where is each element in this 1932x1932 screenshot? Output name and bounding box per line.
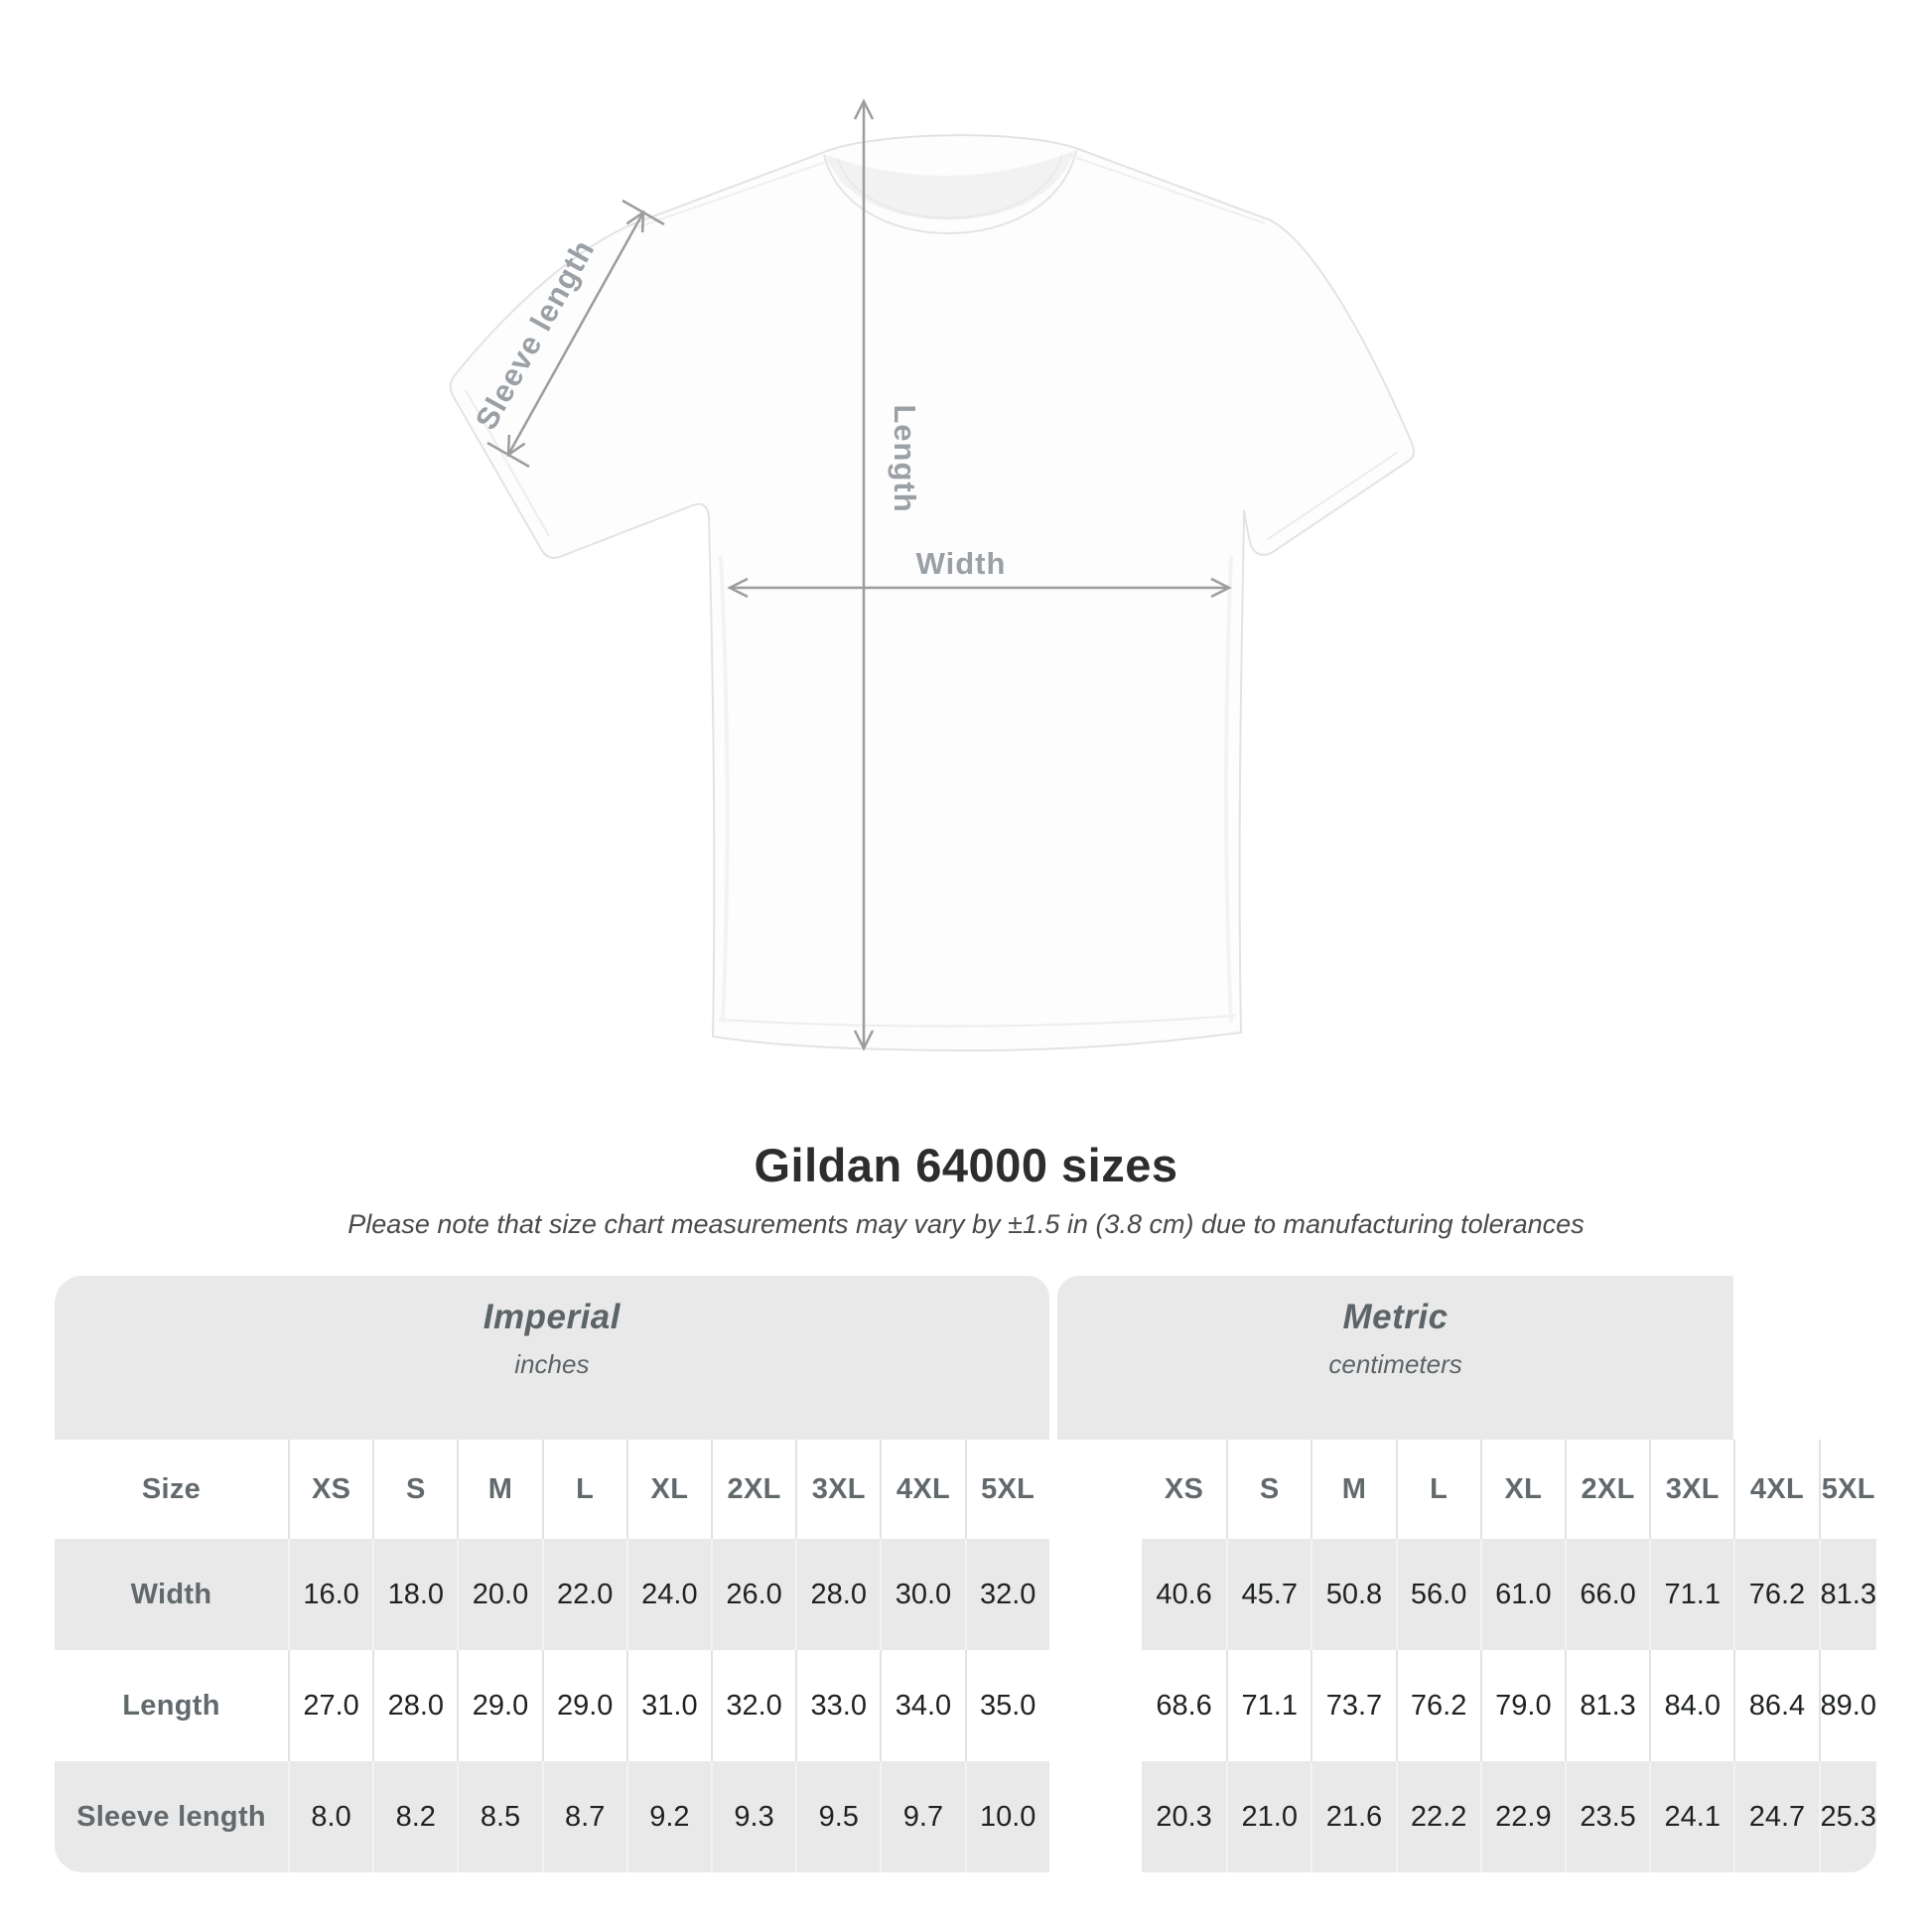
table-cell: 61.0: [1479, 1539, 1565, 1650]
col-header-metric-xl: XL: [1479, 1440, 1565, 1539]
row-label-width: Width: [55, 1539, 288, 1650]
unit-group-metric: Metric centimeters: [1056, 1276, 1734, 1440]
table-cell: 9.2: [625, 1761, 711, 1872]
page-title: Gildan 64000 sizes: [754, 1139, 1178, 1191]
table-cell: 23.5: [1564, 1761, 1650, 1872]
table-cell: 27.0: [288, 1650, 373, 1761]
col-header-imperial-2xl: 2XL: [710, 1440, 796, 1539]
table-cell: 22.2: [1395, 1761, 1480, 1872]
table-cell: 45.7: [1226, 1539, 1311, 1650]
tshirt-graphic: [449, 134, 1415, 1052]
table-cell: 22.9: [1479, 1761, 1565, 1872]
table-cell: 8.2: [372, 1761, 458, 1872]
col-header-imperial-xs: XS: [288, 1440, 373, 1539]
table-cell: 81.3: [1564, 1650, 1650, 1761]
table-cell: 20.0: [457, 1539, 542, 1650]
table-cell: 30.0: [880, 1539, 965, 1650]
sleeve-length-tick-top: [621, 199, 665, 226]
table-cell: 24.0: [625, 1539, 711, 1650]
unit-group-name: Imperial: [483, 1298, 621, 1336]
col-header-metric-2xl: 2XL: [1564, 1440, 1650, 1539]
table-cell: 29.0: [457, 1650, 542, 1761]
unit-group-imperial: Imperial inches: [55, 1276, 1049, 1440]
table-cell: 28.0: [372, 1650, 458, 1761]
col-header-imperial-m: M: [457, 1440, 542, 1539]
neck-opening: [826, 151, 1074, 220]
table-cell: 86.4: [1733, 1650, 1819, 1761]
col-header-imperial-s: S: [372, 1440, 458, 1539]
col-header-metric-l: L: [1395, 1440, 1480, 1539]
table-cell: 20.3: [1141, 1761, 1227, 1872]
col-header-metric-xs: XS: [1141, 1440, 1227, 1539]
table-cell: 9.3: [710, 1761, 796, 1872]
col-header-imperial-5xl: 5XL: [964, 1440, 1049, 1539]
table-cell: 81.3: [1818, 1539, 1876, 1650]
table-cell: 9.5: [795, 1761, 881, 1872]
table-cell: 31.0: [625, 1650, 711, 1761]
table-cell: 21.6: [1311, 1761, 1396, 1872]
width-label: Width: [916, 546, 1007, 581]
col-header-imperial-l: L: [541, 1440, 626, 1539]
table-cell: 21.0: [1226, 1761, 1311, 1872]
row-label-sleeve-length: Sleeve length: [55, 1761, 288, 1872]
col-header-metric-s: S: [1226, 1440, 1311, 1539]
table-cell: 32.0: [710, 1650, 796, 1761]
unit-group-unit: inches: [514, 1349, 590, 1379]
size-table: Imperial inches Metric centimeters Size XS S M L…: [55, 1276, 1876, 1872]
table-cell: 16.0: [288, 1539, 373, 1650]
table-cell: 34.0: [880, 1650, 965, 1761]
table-cell: 66.0: [1564, 1539, 1650, 1650]
table-cell: 24.7: [1733, 1761, 1819, 1872]
table-cell: 84.0: [1649, 1650, 1734, 1761]
col-header-imperial-3xl: 3XL: [795, 1440, 881, 1539]
unit-group-unit: centimeters: [1328, 1349, 1462, 1379]
table-cell: 50.8: [1311, 1539, 1396, 1650]
sleeve-length-arrow: [506, 209, 645, 458]
tshirt-diagram: Sleeve length Length Width: [449, 98, 1415, 1052]
table-cell: 56.0: [1395, 1539, 1480, 1650]
table-cell: 9.7: [880, 1761, 965, 1872]
tolerance-note: Please note that size chart measurements…: [347, 1209, 1585, 1239]
imperial-metric-divider: [1048, 1276, 1057, 1872]
table-cell: 73.7: [1311, 1650, 1396, 1761]
table-cell: 8.5: [457, 1761, 542, 1872]
col-header-metric-5xl: 5XL: [1818, 1440, 1876, 1539]
table-cell: 8.0: [288, 1761, 373, 1872]
table-cell: 79.0: [1479, 1650, 1565, 1761]
table-cell: 24.1: [1649, 1761, 1734, 1872]
table-cell: 29.0: [541, 1650, 626, 1761]
col-header-imperial-4xl: 4XL: [880, 1440, 965, 1539]
table-cell: 71.1: [1226, 1650, 1311, 1761]
col-header-metric-3xl: 3XL: [1649, 1440, 1734, 1539]
table-cell: 18.0: [372, 1539, 458, 1650]
col-header-metric-4xl: 4XL: [1733, 1440, 1819, 1539]
table-cell: 26.0: [710, 1539, 796, 1650]
col-header-imperial-xl: XL: [625, 1440, 711, 1539]
table-cell: 10.0: [964, 1761, 1049, 1872]
size-col-header: Size: [55, 1440, 288, 1539]
table-cell: 76.2: [1733, 1539, 1819, 1650]
table-cell: 89.0: [1818, 1650, 1876, 1761]
unit-group-name: Metric: [1342, 1298, 1449, 1336]
table-cell: 32.0: [964, 1539, 1049, 1650]
length-label: Length: [888, 404, 922, 512]
table-cell: 22.0: [541, 1539, 626, 1650]
row-label-length: Length: [55, 1650, 288, 1761]
table-cell: 35.0: [964, 1650, 1049, 1761]
table-cell: 28.0: [795, 1539, 881, 1650]
table-cell: 25.3: [1818, 1761, 1876, 1872]
sleeve-length-tick-bottom: [486, 441, 530, 469]
table-cell: 8.7: [541, 1761, 626, 1872]
table-cell: 40.6: [1141, 1539, 1227, 1650]
table-cell: 33.0: [795, 1650, 881, 1761]
table-cell: 68.6: [1141, 1650, 1227, 1761]
table-cell: 76.2: [1395, 1650, 1480, 1761]
col-header-metric-m: M: [1311, 1440, 1396, 1539]
table-cell: 71.1: [1649, 1539, 1734, 1650]
